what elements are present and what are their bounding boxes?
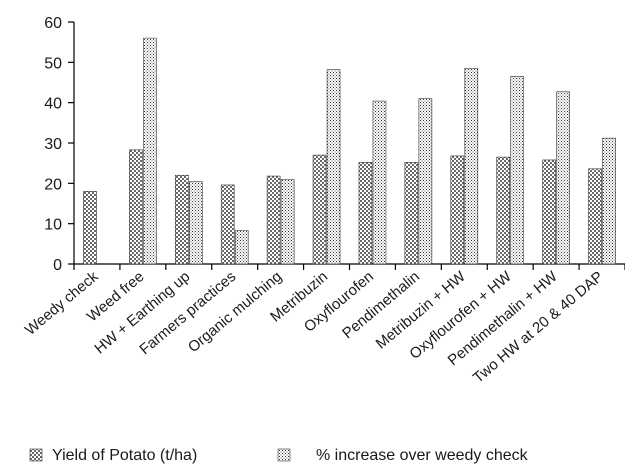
bar-pct-increase xyxy=(234,230,249,265)
y-tick-label: 60 xyxy=(44,15,62,32)
legend-label-yield: Yield of Potato (t/ha) xyxy=(52,447,197,464)
bar-yield xyxy=(174,174,189,265)
legend-swatch-yield xyxy=(29,448,43,462)
bar-yield xyxy=(404,162,419,265)
legend-label-pct-increase: % increase over weedy check xyxy=(316,447,529,464)
bar-pct-increase xyxy=(280,179,295,265)
y-tick-label: 30 xyxy=(44,136,62,153)
y-tick-label: 20 xyxy=(44,176,62,193)
bar-pct-increase xyxy=(602,137,616,265)
bar-yield xyxy=(496,156,511,265)
bar-pct-increase xyxy=(372,100,387,265)
y-tick-label: 0 xyxy=(53,257,62,274)
bar-yield xyxy=(588,168,602,265)
x-category-label: Weedy check xyxy=(22,268,102,339)
bar-pct-increase xyxy=(188,181,203,265)
bar-yield xyxy=(266,175,281,265)
bar-yield xyxy=(83,191,97,265)
legend-swatch-pct-increase xyxy=(277,448,291,462)
bar-yield xyxy=(312,154,327,265)
bar-yield xyxy=(220,184,235,265)
bar-pct-increase xyxy=(418,98,433,265)
bar-yield xyxy=(129,149,143,265)
y-tick-label: 50 xyxy=(44,55,62,72)
bar-pct-increase xyxy=(510,76,525,265)
bar-yield xyxy=(358,162,373,265)
bar-pct-increase xyxy=(143,37,157,265)
bar-pct-increase xyxy=(326,69,341,265)
bar-pct-increase xyxy=(556,91,570,265)
bar-pct-increase xyxy=(464,68,479,265)
bar-yield xyxy=(542,159,556,265)
bar-yield xyxy=(450,155,465,265)
y-tick-label: 40 xyxy=(44,96,62,113)
y-tick-label: 10 xyxy=(44,217,62,234)
legend: Yield of Potato (t/ha) % increase over we… xyxy=(29,447,529,464)
